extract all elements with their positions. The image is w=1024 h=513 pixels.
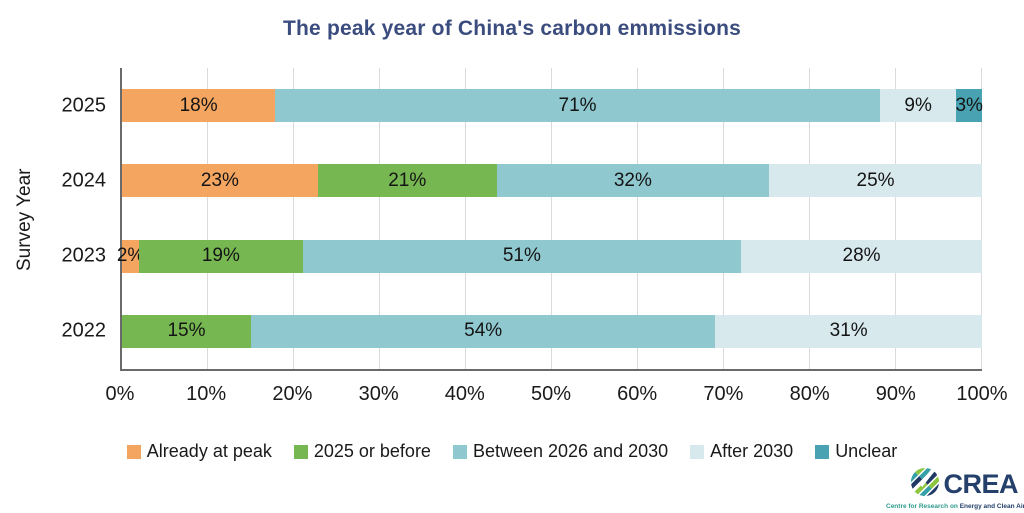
legend-label: Between 2026 and 2030 xyxy=(472,441,669,461)
x-tick-label: 20% xyxy=(272,383,313,405)
crea-logo: CREA Centre for Research on Energy and C… xyxy=(886,467,1024,510)
gridline xyxy=(293,68,294,369)
crea-globe-icon xyxy=(910,467,940,502)
legend-swatch xyxy=(452,444,467,459)
x-tick-label: 60% xyxy=(617,383,658,405)
y-tick-label: 2024 xyxy=(61,169,107,192)
x-tick-label: 80% xyxy=(789,383,830,405)
legend-label: 2025 or before xyxy=(313,441,431,461)
stacked-bar: 23% 21% 32% 25% xyxy=(122,164,982,198)
legend-swatch xyxy=(293,444,308,459)
bar-segment: 19% xyxy=(139,239,303,273)
bar-segment: 51% xyxy=(302,239,742,273)
x-tick-label: 0% xyxy=(105,383,135,405)
bar-segment: 2% xyxy=(117,239,144,273)
x-tick-label: 90% xyxy=(875,383,916,405)
bar-row: 2023 2% 19% 51% 28% xyxy=(62,219,982,294)
bar-segment: 3% xyxy=(955,89,983,123)
bar-row: 2025 18% 71% 9% 3% xyxy=(62,68,983,143)
legend-swatch xyxy=(126,444,141,459)
bar-segment: 32% xyxy=(496,164,770,198)
stacked-bar: 15% 54% 31% xyxy=(122,314,982,348)
bar-segment: 15% xyxy=(122,314,251,348)
crea-tagline: Centre for Research on Energy and Clean … xyxy=(886,503,1024,510)
stacked-bar: 18% 71% 9% 3% xyxy=(122,89,983,123)
legend-item: Already at peak xyxy=(126,441,272,462)
gridline xyxy=(551,68,552,369)
y-axis-label: Survey Year xyxy=(14,168,35,271)
stacked-bar: 2% 19% 51% 28% xyxy=(117,239,982,273)
legend-label: Unclear xyxy=(835,441,898,461)
gridline xyxy=(723,68,724,369)
crea-tagline-part1: Centre for Research on xyxy=(886,503,960,510)
x-tick-label: 100% xyxy=(956,383,1008,405)
x-tick-label: 40% xyxy=(444,383,485,405)
legend: Already at peak 2025 or before Between 202… xyxy=(0,441,1024,462)
bar-row: 2022 15% 54% 31% xyxy=(62,294,982,369)
bar-rows: 2025 18% 71% 9% 3% 2024 23% 21% 32% 25% 2023 2% 19% 5… xyxy=(62,68,983,369)
y-tick-label: 2022 xyxy=(61,319,107,342)
legend-item: Between 2026 and 2030 xyxy=(452,441,669,462)
x-tick-label: 70% xyxy=(703,383,744,405)
gridline xyxy=(981,68,982,369)
x-tick-label: 30% xyxy=(358,383,399,405)
bar-segment: 9% xyxy=(879,89,957,123)
legend-label: After 2030 xyxy=(710,441,794,461)
gridline xyxy=(465,68,466,369)
bar-segment: 71% xyxy=(275,89,880,123)
bar-row: 2024 23% 21% 32% 25% xyxy=(62,143,982,218)
bar-segment: 21% xyxy=(317,164,497,198)
gridline xyxy=(207,68,208,369)
y-tick-label: 2025 xyxy=(61,94,107,117)
crea-logo-top: CREA xyxy=(886,467,1018,502)
crea-wordmark: CREA xyxy=(943,469,1018,499)
legend-swatch xyxy=(690,444,705,459)
x-tick-label: 50% xyxy=(530,383,572,405)
legend-item: Unclear xyxy=(815,441,897,462)
plot-area: 2025 18% 71% 9% 3% 2024 23% 21% 32% 25% 2023 2% 19% 5… xyxy=(62,68,983,371)
bar-segment: 54% xyxy=(251,314,716,348)
gridline xyxy=(895,68,896,369)
legend-item: 2025 or before xyxy=(293,441,431,462)
bar-segment: 25% xyxy=(769,164,982,198)
bar-segment: 31% xyxy=(715,314,982,348)
bar-segment: 23% xyxy=(122,164,318,198)
legend-label: Already at peak xyxy=(146,441,272,461)
chart-title: The peak year of China's carbon emmissio… xyxy=(282,17,742,40)
gridline xyxy=(637,68,638,369)
x-tick-label: 10% xyxy=(186,383,227,405)
bar-segment: 28% xyxy=(741,239,982,273)
legend-item: After 2030 xyxy=(690,441,793,462)
legend-swatch xyxy=(815,444,830,459)
bar-segment: 18% xyxy=(122,89,276,123)
gridline xyxy=(379,68,380,369)
gridline xyxy=(809,68,810,369)
x-axis: 0% 10% 20% 30% 40% 50% 60% 70% 80% 90% 100% xyxy=(106,383,1008,413)
crea-tagline-part2: Energy and Clean Air xyxy=(959,503,1024,510)
y-tick-label: 2023 xyxy=(61,244,107,267)
